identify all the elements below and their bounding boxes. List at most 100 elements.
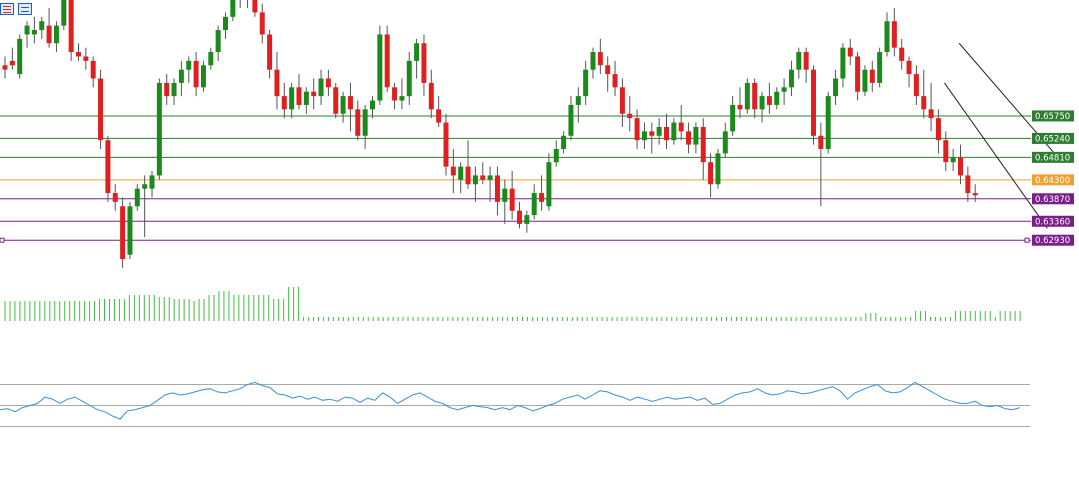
bull-candle: [546, 162, 552, 207]
bull-candle: [553, 149, 559, 163]
bull-candle: [61, 0, 67, 26]
bear-candle: [494, 175, 500, 202]
bull-candle: [715, 153, 721, 185]
bull-candle: [722, 131, 728, 154]
price-level-tags: 0.65750 0.65240 0.64810 0.64300 0.63870 0.633…: [1032, 110, 1074, 246]
bear-candle: [928, 109, 934, 119]
bull-candle: [458, 166, 464, 180]
bear-candle: [664, 126, 669, 141]
bear-candle: [105, 140, 111, 194]
bull-candle: [781, 87, 787, 92]
bull-candle: [31, 30, 37, 35]
bull-candle: [414, 43, 420, 61]
bear-candle: [869, 69, 875, 83]
bear-candle: [443, 122, 449, 167]
bull-candle: [671, 122, 677, 141]
level-anchor-handle: [1024, 237, 1030, 243]
chart-properties-icon[interactable]: [18, 3, 32, 15]
bear-candle: [855, 56, 861, 92]
level-tag-label: 0.65750: [1035, 112, 1070, 122]
level-tag-label: 0.63870: [1035, 195, 1070, 205]
bear-candle: [325, 78, 331, 88]
level-tag-box: [1032, 234, 1074, 246]
level-tag-box: [1032, 193, 1074, 205]
bull-candle: [693, 126, 699, 145]
bull-candle: [825, 96, 831, 149]
bull-candle: [833, 78, 839, 97]
bull-candle: [399, 96, 405, 101]
bull-candle: [223, 16, 228, 31]
bull-candle: [127, 206, 133, 255]
bull-candle: [377, 34, 383, 101]
bear-candle: [612, 74, 618, 88]
bull-candle: [134, 188, 140, 207]
bull-candle: [502, 188, 508, 202]
bull-candle: [406, 60, 412, 97]
bear-candle: [847, 47, 853, 57]
bull-candle: [744, 82, 750, 110]
candlestick-series: [2, 0, 978, 268]
bull-candle: [17, 38, 23, 75]
bull-candle: [149, 175, 155, 189]
bull-candle: [884, 21, 890, 53]
bear-candle: [958, 157, 963, 176]
bull-candle: [171, 82, 177, 97]
bull-candle: [178, 69, 184, 83]
level-tag-label: 0.62930: [1035, 236, 1070, 246]
bear-candle: [965, 175, 971, 194]
bear-candle: [913, 74, 919, 97]
bear-candle: [421, 43, 427, 83]
bear-candle: [392, 87, 398, 101]
bear-candle: [2, 65, 8, 70]
bear-candle: [899, 47, 905, 61]
bull-candle: [796, 52, 802, 70]
bear-candle: [803, 52, 809, 70]
bull-candle: [561, 135, 567, 149]
bear-candle: [76, 52, 81, 57]
bear-candle: [347, 96, 353, 110]
bull-candle: [862, 69, 868, 92]
bear-candle: [193, 60, 199, 88]
bull-candle: [950, 157, 956, 163]
bull-candle: [208, 52, 214, 66]
level-tag-label: 0.64810: [1035, 153, 1070, 163]
bull-candle: [730, 104, 736, 132]
bear-candle: [98, 78, 104, 141]
bull-candle: [318, 78, 324, 97]
bear-candle: [296, 87, 302, 105]
bull-candle: [215, 30, 221, 53]
bear-candle: [891, 21, 897, 48]
bull-candle: [200, 65, 206, 88]
bull-candle: [39, 21, 45, 31]
bear-candle: [921, 96, 927, 110]
bear-candle: [90, 60, 96, 79]
oscillator-panel: [0, 381, 1030, 427]
bear-candle: [539, 193, 545, 202]
bear-candle: [517, 210, 522, 224]
bear-candle: [274, 69, 280, 97]
price-levels: [0, 115, 1031, 243]
bear-candle: [811, 69, 816, 136]
bear-candle: [972, 193, 978, 196]
bear-candle: [634, 118, 640, 141]
bear-candle: [68, 0, 74, 53]
bull-candle: [487, 175, 493, 180]
bear-candle: [267, 34, 273, 70]
bear-candle: [619, 87, 625, 114]
bear-candle: [766, 96, 772, 105]
oscillator-line: [0, 381, 1021, 420]
bull-candle: [230, 0, 236, 17]
bear-candle: [627, 113, 633, 119]
bull-candle: [759, 96, 765, 110]
object-list-icon[interactable]: [0, 3, 14, 15]
bear-candle: [678, 122, 684, 132]
bear-candle: [164, 82, 170, 97]
bull-candle: [575, 96, 581, 105]
bull-candle: [656, 126, 662, 136]
bear-candle: [384, 34, 390, 88]
bear-candle: [281, 96, 287, 110]
bull-candle: [788, 69, 794, 88]
bear-candle: [480, 175, 486, 180]
bull-candle: [590, 52, 596, 70]
